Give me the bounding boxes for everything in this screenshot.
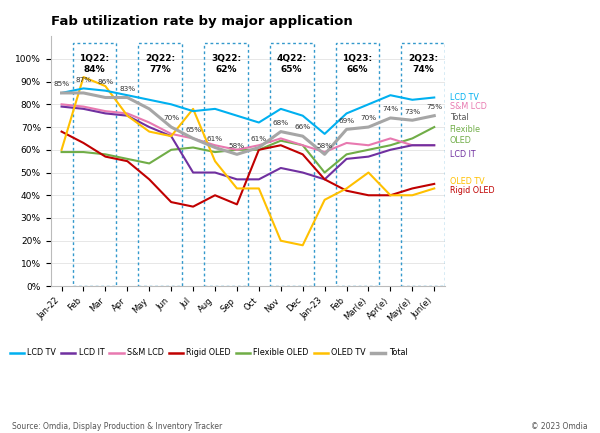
Text: 69%: 69% bbox=[338, 118, 355, 124]
Text: Total: Total bbox=[449, 113, 469, 123]
Text: 83%: 83% bbox=[119, 86, 136, 92]
Text: 1Q23:
66%: 1Q23: 66% bbox=[343, 54, 373, 74]
Text: 61%: 61% bbox=[207, 136, 223, 142]
Text: 85%: 85% bbox=[53, 81, 70, 87]
Text: 70%: 70% bbox=[163, 115, 179, 121]
Text: 2Q23:
74%: 2Q23: 74% bbox=[408, 54, 439, 74]
Text: 61%: 61% bbox=[251, 136, 267, 142]
Text: 65%: 65% bbox=[185, 127, 201, 133]
Text: Fab utilization rate by major application: Fab utilization rate by major applicatio… bbox=[50, 15, 352, 28]
Text: OLED: OLED bbox=[449, 136, 472, 145]
Bar bbox=[335, 43, 379, 286]
Bar bbox=[204, 43, 248, 286]
Text: 87%: 87% bbox=[76, 77, 92, 83]
Text: 58%: 58% bbox=[317, 142, 332, 149]
Text: 4Q22:
65%: 4Q22: 65% bbox=[277, 54, 307, 74]
Text: Rigid OLED: Rigid OLED bbox=[449, 186, 494, 195]
Text: LCD TV: LCD TV bbox=[449, 93, 478, 102]
Bar bbox=[138, 43, 182, 286]
Text: 74%: 74% bbox=[382, 106, 398, 112]
Text: S&M LCD: S&M LCD bbox=[449, 102, 487, 111]
Text: 1Q22:
84%: 1Q22: 84% bbox=[79, 54, 110, 74]
Bar bbox=[270, 43, 314, 286]
Bar bbox=[401, 43, 445, 286]
Text: LCD IT: LCD IT bbox=[449, 150, 475, 159]
Text: Flexible: Flexible bbox=[449, 125, 481, 134]
Text: 86%: 86% bbox=[97, 79, 113, 85]
Text: 3Q22:
62%: 3Q22: 62% bbox=[211, 54, 241, 74]
Text: © 2023 Omdia: © 2023 Omdia bbox=[532, 422, 588, 431]
Bar bbox=[73, 43, 116, 286]
Text: 70%: 70% bbox=[361, 115, 377, 121]
Text: 2Q22:
77%: 2Q22: 77% bbox=[145, 54, 175, 74]
Legend: LCD TV, LCD IT, S&M LCD, Rigid OLED, Flexible OLED, OLED TV, Total: LCD TV, LCD IT, S&M LCD, Rigid OLED, Fle… bbox=[7, 345, 410, 361]
Text: Source: Omdia, Display Production & Inventory Tracker: Source: Omdia, Display Production & Inve… bbox=[12, 422, 222, 431]
Text: 66%: 66% bbox=[295, 124, 311, 130]
Text: OLED TV: OLED TV bbox=[449, 177, 484, 186]
Text: 58%: 58% bbox=[229, 142, 245, 149]
Text: 68%: 68% bbox=[273, 120, 289, 126]
Text: 75%: 75% bbox=[426, 104, 442, 110]
Text: 73%: 73% bbox=[404, 109, 421, 115]
